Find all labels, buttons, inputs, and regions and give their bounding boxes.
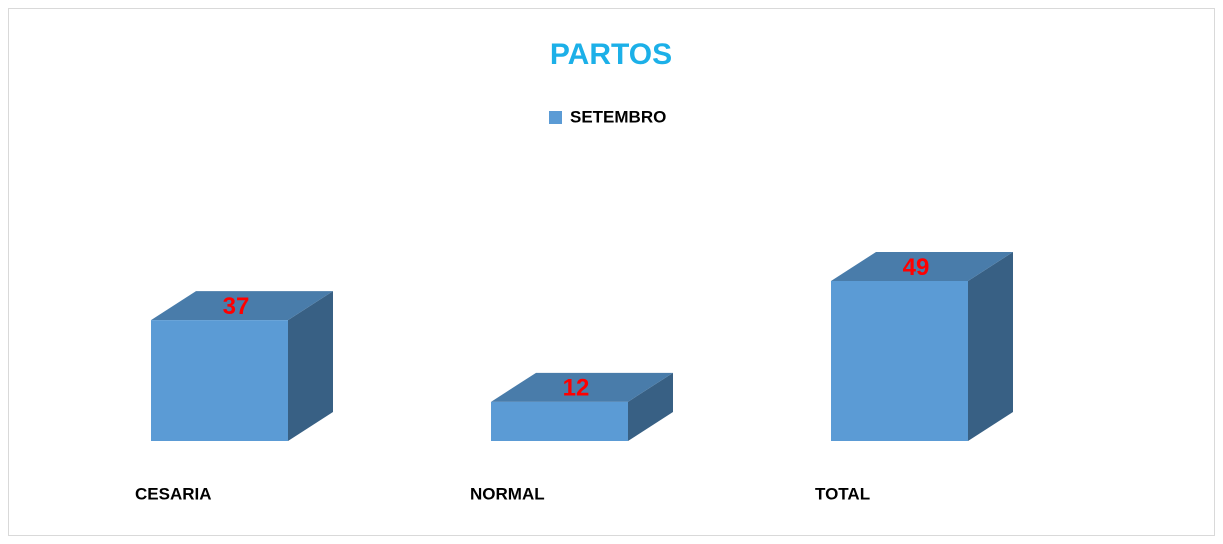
bar-top — [491, 372, 673, 402]
bar-front — [831, 281, 968, 441]
chart-title: PARTOS — [550, 38, 672, 71]
value-label: 37 — [223, 293, 250, 320]
bar-side — [968, 252, 1013, 441]
value-label: 49 — [903, 254, 930, 281]
bar — [831, 252, 1013, 441]
x-tick-label: TOTAL — [815, 484, 870, 503]
bar-side — [288, 291, 333, 441]
x-tick-label: CESARIA — [135, 484, 212, 503]
bar — [151, 291, 333, 441]
bar-front — [151, 320, 288, 441]
x-tick-label: NORMAL — [470, 484, 545, 503]
bar-top — [831, 252, 1013, 281]
legend-swatch — [549, 111, 562, 124]
bar — [491, 372, 673, 441]
chart-border — [8, 8, 1215, 536]
bar-top — [151, 291, 333, 321]
legend-label: SETEMBRO — [570, 107, 666, 126]
bar-front — [491, 401, 628, 441]
value-label: 12 — [563, 375, 590, 402]
bar-side — [628, 372, 673, 441]
